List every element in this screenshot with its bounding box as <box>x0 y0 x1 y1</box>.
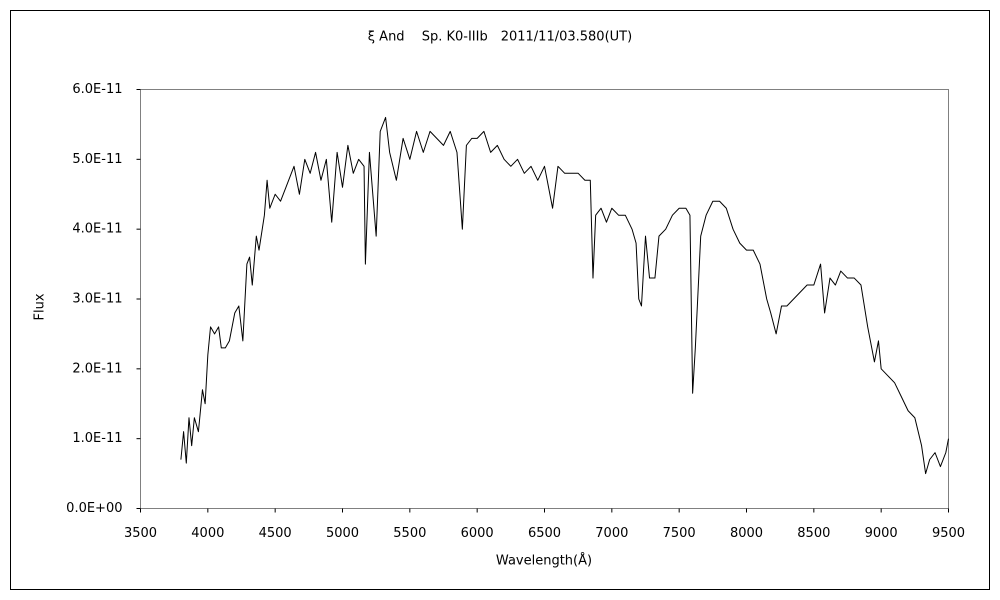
x-tick-label: 5500 <box>393 526 426 541</box>
x-tick-label: 4000 <box>191 526 224 541</box>
x-tick-label: 3500 <box>124 526 157 541</box>
x-tick-label: 7000 <box>595 526 628 541</box>
x-tick-label: 8000 <box>730 526 763 541</box>
x-tick-label: 6500 <box>528 526 561 541</box>
y-tick-label: 0.0E+00 <box>66 501 122 516</box>
y-axis-label: Flux <box>33 293 48 320</box>
x-tick-label: 4500 <box>259 526 292 541</box>
x-tick-label: 7500 <box>663 526 696 541</box>
y-tick-label: 3.0E-11 <box>72 292 122 307</box>
x-tick-label: 5000 <box>326 526 359 541</box>
y-tick-label: 4.0E-11 <box>72 222 122 237</box>
x-axis-label: Wavelength(Å) <box>496 553 592 569</box>
y-tick-label: 6.0E-11 <box>72 82 122 97</box>
y-tick-label: 5.0E-11 <box>72 152 122 167</box>
chart-border <box>10 10 990 590</box>
x-tick-label: 8500 <box>797 526 830 541</box>
x-tick-label: 9000 <box>865 526 898 541</box>
plot-area <box>140 89 949 509</box>
y-tick-label: 2.0E-11 <box>72 361 122 376</box>
chart-title: ξ And Sp. K0-IIIb 2011/11/03.580(UT) <box>368 30 632 45</box>
x-tick-label: 6000 <box>461 526 494 541</box>
x-tick-label: 9500 <box>932 526 965 541</box>
y-tick-label: 1.0E-11 <box>72 431 122 446</box>
spectrum-line <box>180 116 949 475</box>
